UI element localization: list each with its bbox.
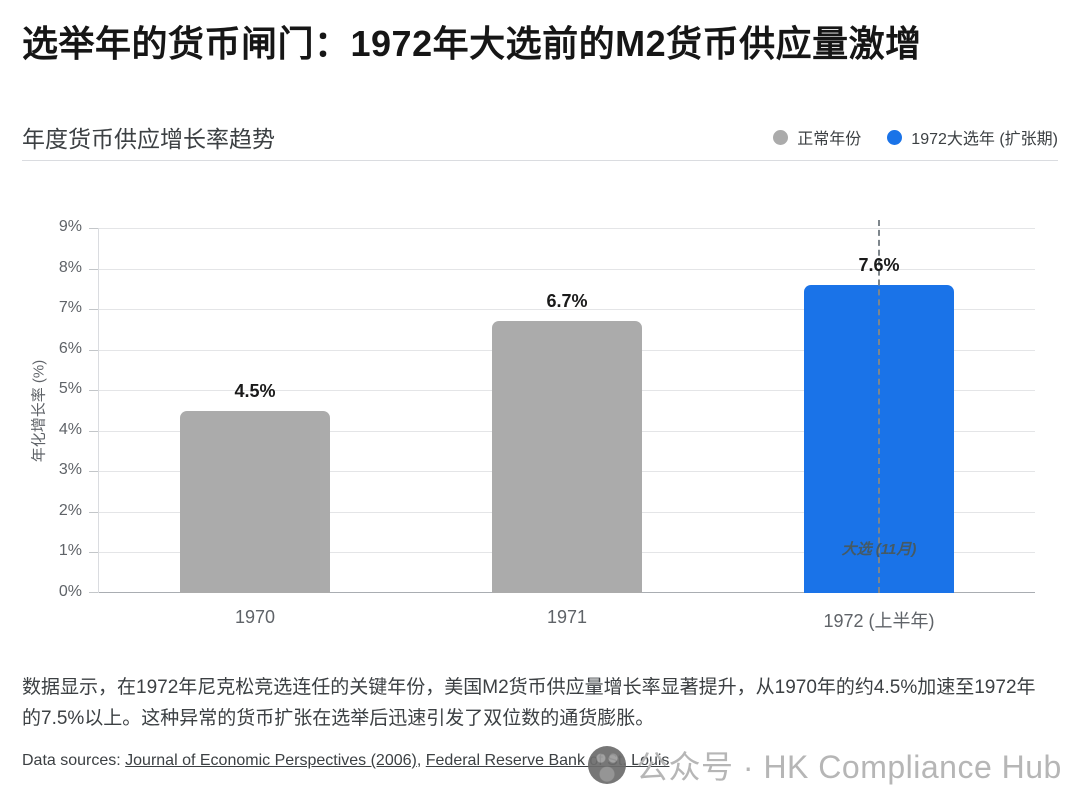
y-tick-label: 9% (58, 218, 82, 235)
page-title: 选举年的货币闸门：1972年大选前的M2货币供应量激增 (22, 23, 922, 64)
plot-area: 4.5% 1970 6.7% 1971 7.6% 1972 (上半年) 大选 (11月) (98, 220, 1035, 631)
bar-value-label: 4.5% (234, 380, 276, 401)
watermark: 公众号 · HK Compliance Hub (588, 742, 1062, 788)
wechat-official-account-icon (588, 746, 626, 784)
legend-item-election-year: 1972大选年 (扩张期) (887, 125, 1058, 149)
y-tick-mark (89, 430, 98, 432)
legend-label-normal-years: 正常年份 (797, 131, 862, 148)
y-tick-mark (89, 309, 98, 311)
legend: 正常年份 1972大选年 (扩张期) (773, 125, 1058, 149)
legend-label-election-year: 1972大选年 (扩张期) (911, 131, 1058, 148)
legend-dot-gray-icon (773, 129, 789, 145)
y-tick-mark (89, 349, 98, 351)
election-annotation: 大选 (11月) (841, 541, 917, 558)
y-tick-label: 5% (58, 380, 82, 398)
y-axis: 0% 1% 2% 3% 4% 5% 6% 7% 8% 9% (0, 218, 98, 600)
chart-subtitle: 年度货币供应增长率趋势 (22, 126, 275, 152)
source-link-journal-of-economic-perspectives[interactable]: Journal of Economic Perspectives (2006) (125, 752, 417, 769)
x-tick-label: 1970 (234, 607, 276, 627)
y-tick-label: 8% (58, 258, 82, 276)
y-tick-mark (89, 228, 98, 229)
y-tick-label: 3% (58, 461, 82, 479)
y-tick-label: 2% (58, 501, 82, 519)
bar-1971 (492, 321, 642, 593)
bar-value-label: 6.7% (546, 291, 588, 312)
y-tick-label: 7% (58, 299, 82, 317)
y-tick-label: 4% (58, 420, 82, 438)
gridline (99, 268, 1035, 270)
watermark-text: 公众号 · HK Compliance Hub (636, 749, 1062, 785)
y-tick-mark (89, 511, 98, 513)
caption: 数据显示，在1972年尼克松竞选连任的关键年份，美国M2货币供应量增长率显著提升… (22, 677, 1036, 729)
y-tick-label: 0% (58, 583, 82, 600)
election-dashed-line (878, 220, 880, 593)
y-tick-mark (89, 592, 98, 593)
y-tick-label: 1% (58, 542, 82, 560)
legend-dot-blue-icon (887, 129, 903, 145)
bar-value-label: 7.6% (858, 254, 900, 275)
bar-chart: 年化增长率 (%) 0% 1% 2% 3% 4% 5% 6% 7% 8% 9% 4.5% 1970 6… (0, 218, 1035, 631)
bar-1970 (180, 410, 330, 593)
chart-header: 年度货币供应增长率趋势 正常年份 1972大选年 (扩张期) (22, 114, 1058, 161)
y-tick-label: 6% (58, 339, 82, 357)
gridline (99, 228, 1035, 229)
y-tick-mark (89, 390, 98, 392)
gridline (99, 309, 1035, 311)
sources-separator: , (416, 752, 426, 769)
y-tick-mark (89, 471, 98, 473)
y-tick-mark (89, 552, 98, 554)
y-tick-mark (89, 268, 98, 270)
legend-item-normal-years: 正常年份 (773, 125, 861, 149)
x-tick-label: 1972 (上半年) (823, 611, 935, 631)
x-tick-label: 1971 (546, 607, 588, 627)
sources-prefix: Data sources: (22, 752, 126, 769)
